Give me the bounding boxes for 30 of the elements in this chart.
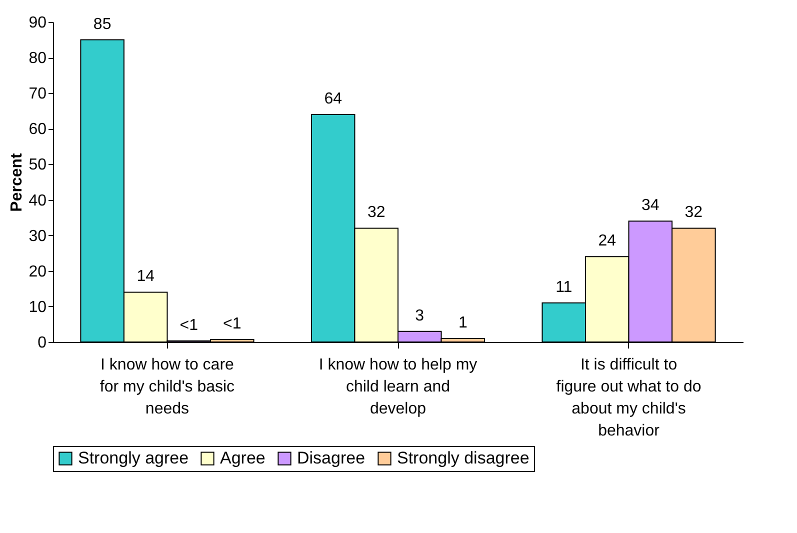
y-tick-label: 0 — [38, 334, 47, 352]
x-tick-label: It is difficult to figure out what to do about my child's behavior — [556, 356, 702, 440]
y-tick-label: 40 — [28, 192, 47, 210]
data-label: 11 — [556, 278, 572, 296]
y-axis-title: Percent — [8, 152, 26, 212]
data-label: 3 — [415, 307, 424, 324]
data-label: <1 — [180, 316, 198, 334]
x-tick-label: I know how to care for my child's basic needs — [100, 356, 235, 418]
data-label: 24 — [598, 232, 616, 250]
data-label: <1 — [223, 316, 242, 333]
y-tick-label: 10 — [28, 298, 47, 316]
y-tick-label: 70 — [28, 86, 47, 103]
y-tick-label: 60 — [28, 121, 47, 138]
data-label: 32 — [367, 204, 386, 222]
y-tick-label: 20 — [28, 263, 47, 280]
x-tick-label: I know how to help my child learn and develop — [318, 356, 478, 418]
y-tick-label: 50 — [28, 156, 47, 174]
legend-label: Strongly agree — [78, 448, 189, 468]
data-label: 32 — [684, 204, 703, 222]
data-label: 34 — [642, 197, 660, 214]
data-label: 64 — [324, 90, 342, 108]
data-label: 1 — [458, 314, 468, 332]
y-tick-label: 30 — [28, 228, 47, 245]
legend-label: Agree — [220, 448, 266, 468]
legend-label: Strongly disagree — [397, 448, 530, 468]
data-label: 85 — [93, 16, 112, 33]
y-tick-label: 80 — [28, 50, 47, 68]
y-tick-label: 90 — [28, 14, 47, 32]
legend-label: Disagree — [297, 448, 366, 468]
data-label: 14 — [136, 268, 155, 286]
